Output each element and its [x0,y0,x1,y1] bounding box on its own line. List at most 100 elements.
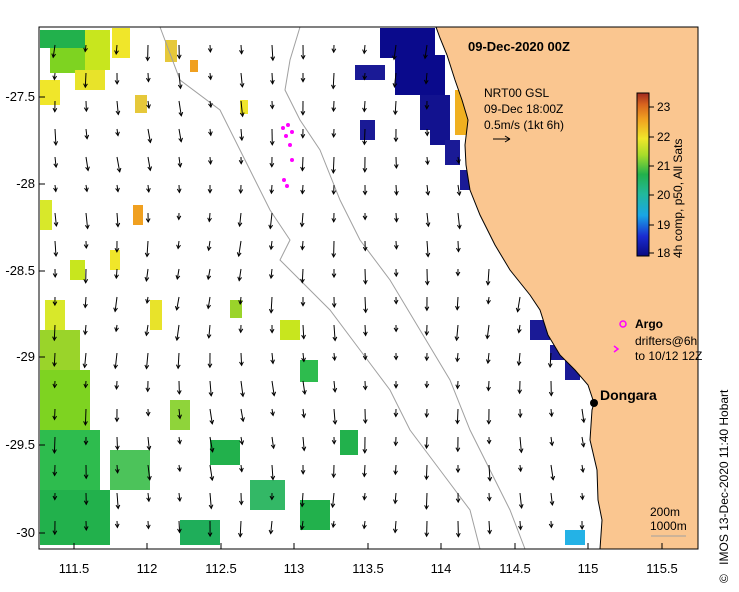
current-arrow-head [113,307,118,313]
current-arrow-head [456,224,462,230]
current-arrow [393,44,397,60]
current-arrow-head [362,107,367,113]
current-arrow-head [331,169,336,174]
current-arrow-head [52,471,58,477]
isobath-legend-200m: 200m [650,505,680,519]
current-arrow [84,296,87,308]
current-arrow [53,352,56,367]
dongara-marker [590,399,598,407]
current-arrow [394,520,397,533]
current-arrow-head [518,525,523,531]
current-arrow-head [424,475,429,481]
current-arrow-head [332,420,338,425]
current-arrow-head [176,54,182,60]
current-arrow-head [113,364,119,370]
current-arrow [84,72,87,88]
current-arrow-head [144,331,150,337]
current-arrow-head [83,244,89,250]
current-arrow-head [362,140,367,146]
current-arrow-head [302,390,307,396]
current-arrow-head [206,275,212,281]
current-arrow-head [330,503,336,509]
current-arrow-head [300,469,306,475]
current-arrow-head [209,419,215,425]
current-arrow-head [145,218,151,224]
current-arrow [240,408,244,422]
current-arrow-head [209,476,215,482]
current-arrow-head [301,334,306,340]
current-arrow [178,72,181,89]
current-arrow [239,296,242,305]
current-arrow [207,296,211,309]
current-arrow [270,240,273,250]
current-arrow [177,352,180,369]
current-arrow [519,436,522,453]
current-arrow [176,324,180,341]
current-arrow-head [485,280,491,286]
current-arrow-head [362,215,368,221]
current-arrow [394,100,397,115]
current-arrow [363,44,366,54]
current-arrow-head [144,364,150,370]
current-arrow [240,352,243,366]
current-arrow-head [486,299,491,305]
current-arrow [271,436,275,449]
current-arrow [424,44,428,59]
current-arrow [301,268,304,283]
current-arrow-head [147,166,153,172]
current-arrow [518,352,521,366]
current-arrow [332,492,335,508]
colorbar-caption: 4h comp, p50, All Sats [671,139,685,258]
current-arrow-head [300,301,306,307]
current-arrow-head [363,331,368,337]
current-arrow-head [486,439,492,445]
current-arrow-head [82,363,88,369]
current-arrow-head [114,327,119,333]
current-arrow [550,492,553,505]
current-arrow-head [147,475,152,481]
current-arrow-head [300,245,305,251]
latitude-label: -29 [16,349,35,364]
current-arrow [270,296,273,313]
current-arrow-head [83,83,88,89]
current-arrow [208,324,211,338]
current-arrow [238,240,242,257]
current-arrow-head [268,308,274,314]
drifter-legend-marker [613,345,620,353]
current-arrow-head [331,218,337,223]
wind-scale-arrow [493,135,511,143]
current-arrow-head [362,495,368,501]
current-arrow-head [424,413,430,419]
current-arrow [270,520,273,534]
current-arrow-head [146,104,151,110]
current-arrow [271,44,274,61]
current-arrow [208,212,211,222]
current-arrow-head [455,247,461,253]
current-arrow-head [393,470,398,476]
current-arrow-head [331,190,337,196]
current-arrow-head [301,357,306,363]
current-arrow-head [176,244,181,250]
current-arrow-head [362,449,368,454]
colorbar-tick-label: 18 [657,246,671,260]
credit-label: IMOS 13-Dec-2020 11:40 Hobart [717,389,731,565]
current-arrow [116,436,118,450]
current-arrow [209,464,213,481]
current-arrow-head [517,413,523,419]
current-arrow-head [393,355,399,361]
argo-legend-label: Argo [635,317,663,331]
current-arrow [302,352,305,362]
current-arrow-head [331,48,337,54]
current-arrow-head [392,528,398,534]
current-arrow-head [177,528,182,534]
current-arrow-head [300,54,306,60]
current-arrow-head [331,133,337,138]
colorbar-tick-label: 19 [657,218,671,232]
current-arrow-head [425,160,430,166]
current-arrow [487,296,490,304]
current-arrow [456,352,459,362]
dongara-label: Dongara [600,387,657,403]
current-arrow-head [549,441,555,447]
current-arrow-head [177,84,183,90]
